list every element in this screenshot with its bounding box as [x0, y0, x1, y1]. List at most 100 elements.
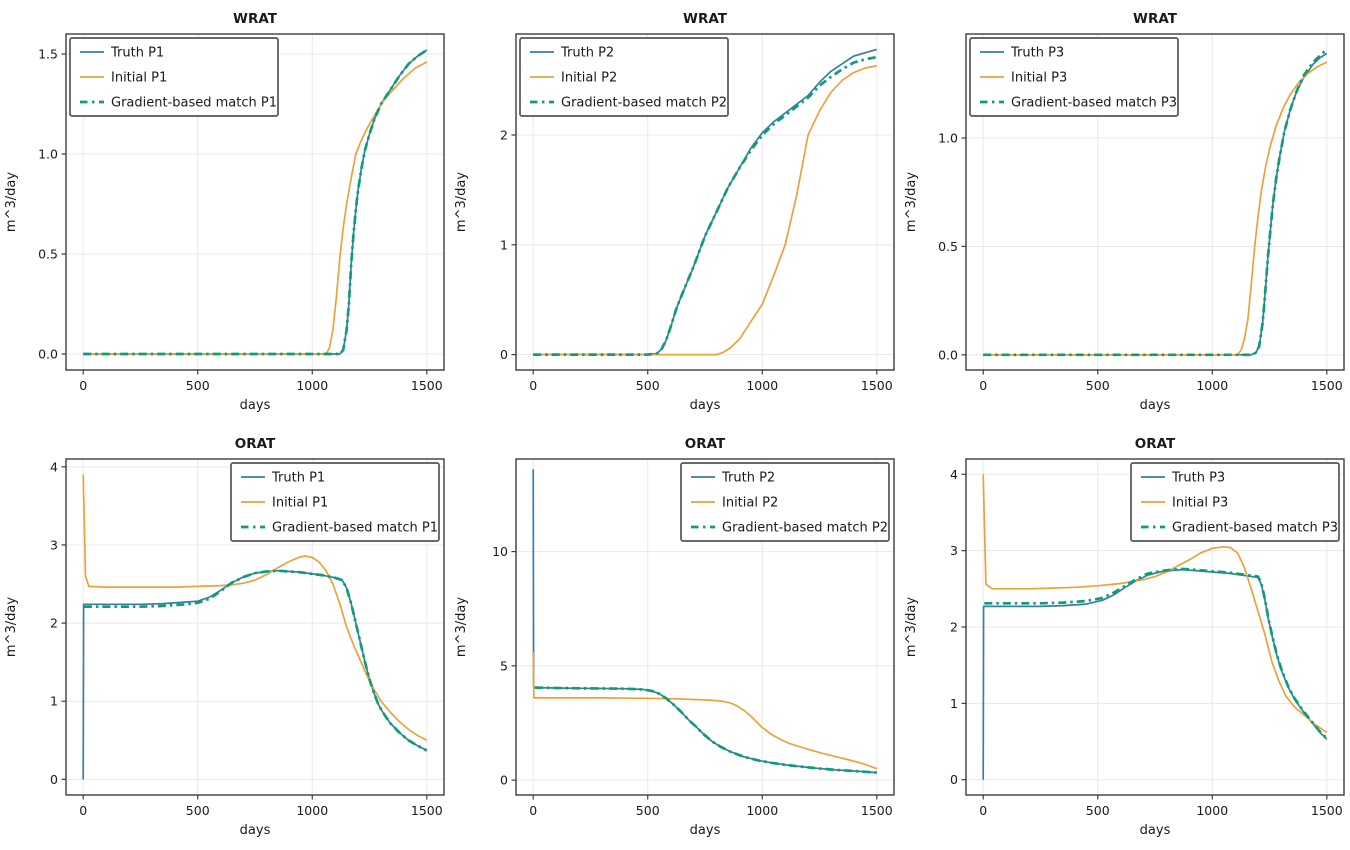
y-tick-label: 1 [50, 694, 58, 709]
x-tick-label: 0 [979, 803, 987, 818]
legend-label-gradient-based-match-p1: Gradient-based match P1 [272, 521, 438, 536]
chart-title: WRAT [1133, 11, 1178, 27]
x-axis-label: days [1140, 398, 1171, 413]
y-tick-label: 1.5 [38, 47, 58, 62]
legend-box [230, 462, 440, 542]
chart-title: ORAT [235, 436, 276, 452]
legend-label-gradient-based-match-p3: Gradient-based match P3 [1011, 96, 1177, 111]
chart-cell-orat-p2: 0 500 1000 1500 0 5 10 ORAT days m^3/day Truth P2 I… [450, 425, 900, 850]
series-line-gradient-based-match-p3 [983, 48, 1328, 357]
legend-label-truth-p1: Truth P1 [271, 471, 325, 486]
y-tick-label: 1 [950, 696, 958, 711]
x-tick-label: 0 [79, 803, 87, 818]
legend-label-initial-p1: Initial P1 [272, 496, 328, 511]
y-axis-label: m^3/day [4, 172, 19, 232]
x-tick-label: 1500 [861, 378, 893, 393]
chart-title: WRAT [683, 11, 728, 27]
x-axis-label: days [240, 823, 271, 838]
x-tick-label: 1500 [411, 378, 443, 393]
x-tick-label: 1000 [1196, 803, 1228, 818]
y-tick-label: 5 [500, 658, 508, 673]
legend-label-initial-p1: Initial P1 [111, 71, 167, 86]
legend-label-initial-p3: Initial P3 [1172, 496, 1228, 511]
y-tick-label: 4 [50, 459, 58, 474]
y-tick-label: 0.0 [938, 347, 958, 362]
x-tick-label: 1000 [1196, 378, 1228, 393]
x-tick-label: 0 [979, 378, 987, 393]
y-tick-label: 2 [50, 616, 58, 631]
y-tick-label: 1.0 [38, 147, 58, 162]
y-tick-label: 0.5 [38, 247, 58, 262]
legend-label-gradient-based-match-p2: Gradient-based match P2 [722, 521, 888, 536]
chart-wrat-p3: 0 500 1000 1500 0.0 0.5 1.0 WRAT days m^3/day Trut… [900, 0, 1350, 425]
y-tick-label: 2 [950, 620, 958, 635]
x-tick-label: 500 [1086, 803, 1110, 818]
series-line-initial-p2 [533, 64, 877, 356]
x-tick-label: 1000 [296, 378, 328, 393]
chart-cell-wrat-p1: 0 500 1000 1500 0.0 0.5 1.0 1.5 WRAT days m^3/day T… [0, 0, 450, 425]
x-tick-label: 1000 [746, 803, 778, 818]
legend-label-truth-p3: Truth P3 [1010, 46, 1064, 61]
chart-cell-wrat-p3: 0 500 1000 1500 0.0 0.5 1.0 WRAT days m^3/day Trut… [900, 0, 1350, 425]
y-tick-label: 0 [50, 772, 58, 787]
y-tick-label: 0.0 [38, 347, 58, 362]
x-tick-label: 1500 [411, 803, 443, 818]
chart-wrat-p2: 0 500 1000 1500 0 1 2 WRAT days m^3/day Truth P2 In… [450, 0, 900, 425]
y-tick-label: 0.5 [938, 239, 958, 254]
y-axis-label: m^3/day [454, 597, 469, 657]
legend-box [1130, 462, 1340, 542]
y-tick-label: 0 [950, 772, 958, 787]
x-tick-label: 500 [1086, 378, 1110, 393]
chart-orat-p3: 0 500 1000 1500 0 1 2 3 4 ORAT days m^3/day Truth P3… [900, 425, 1350, 850]
axes-box [515, 33, 895, 371]
x-axis-label: days [690, 398, 721, 413]
x-axis-label: days [690, 823, 721, 838]
legend-label-truth-p2: Truth P2 [560, 46, 614, 61]
axes-box [965, 33, 1345, 371]
x-tick-label: 1500 [1311, 803, 1343, 818]
y-tick-label: 3 [50, 537, 58, 552]
x-axis-label: days [1140, 823, 1171, 838]
chart-title: ORAT [685, 436, 726, 452]
axes-box [515, 458, 895, 796]
x-tick-label: 500 [186, 378, 210, 393]
legend-label-truth-p3: Truth P3 [1171, 471, 1225, 486]
legend-label-truth-p2: Truth P2 [721, 471, 775, 486]
y-tick-label: 2 [500, 128, 508, 143]
legend-box [680, 462, 890, 542]
series-line-gradient-based-match-p1 [83, 569, 428, 752]
chart-title: ORAT [1135, 436, 1176, 452]
legend-label-truth-p1: Truth P1 [110, 46, 164, 61]
x-axis-label: days [240, 398, 271, 413]
legend-label-initial-p3: Initial P3 [1011, 71, 1067, 86]
legend-label-gradient-based-match-p2: Gradient-based match P2 [561, 96, 727, 111]
x-tick-label: 500 [636, 378, 660, 393]
y-tick-label: 10 [492, 544, 508, 559]
x-tick-label: 1000 [296, 803, 328, 818]
series-line-initial-p2 [532, 652, 878, 770]
axes-box [65, 33, 445, 371]
legend-label-gradient-based-match-p3: Gradient-based match P3 [1172, 521, 1338, 536]
chart-title: WRAT [233, 11, 278, 27]
y-tick-label: 1.0 [938, 131, 958, 146]
y-axis-label: m^3/day [904, 597, 919, 657]
y-axis-label: m^3/day [904, 172, 919, 232]
axes-box [65, 458, 445, 796]
x-tick-label: 500 [186, 803, 210, 818]
series-line-truth-p2 [533, 48, 878, 356]
series-line-gradient-based-match-p3 [984, 567, 1328, 740]
y-tick-label: 1 [500, 237, 508, 252]
chart-orat-p2: 0 500 1000 1500 0 5 10 ORAT days m^3/day Truth P2 I… [450, 425, 900, 850]
y-tick-label: 4 [950, 467, 958, 482]
x-tick-label: 1500 [1311, 378, 1343, 393]
chart-cell-orat-p1: 0 500 1000 1500 0 1 2 3 4 ORAT days m^3/day Truth P1… [0, 425, 450, 850]
y-axis-label: m^3/day [4, 597, 19, 657]
chart-wrat-p1: 0 500 1000 1500 0.0 0.5 1.0 1.5 WRAT days m^3/day T… [0, 0, 450, 425]
x-tick-label: 0 [79, 378, 87, 393]
x-tick-label: 0 [529, 803, 537, 818]
y-tick-label: 0 [500, 347, 508, 362]
series-line-gradient-based-match-p2 [534, 686, 877, 774]
legend-box [519, 37, 729, 117]
chart-orat-p1: 0 500 1000 1500 0 1 2 3 4 ORAT days m^3/day Truth P1… [0, 425, 450, 850]
